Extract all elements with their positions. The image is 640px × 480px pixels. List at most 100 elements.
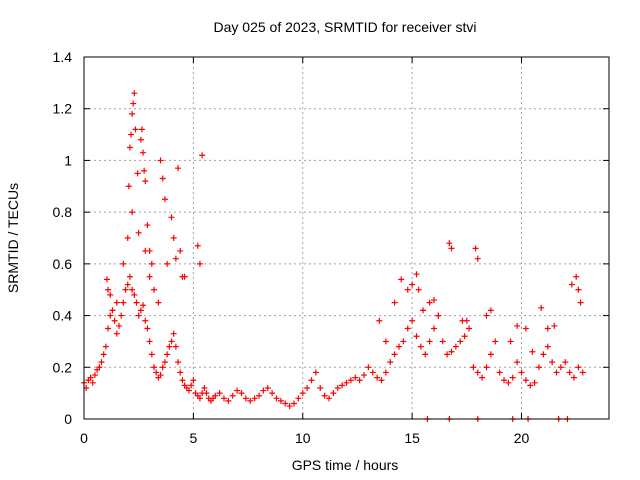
data-point (566, 369, 573, 376)
data-point (164, 260, 171, 267)
data-point (113, 299, 120, 306)
data-point (577, 299, 584, 306)
data-point (131, 90, 138, 97)
data-point (544, 343, 551, 350)
data-point (153, 369, 160, 376)
data-point (105, 286, 112, 293)
data-point (201, 384, 208, 391)
data-point (96, 364, 103, 371)
data-point (196, 260, 203, 267)
data-point (369, 369, 376, 376)
data-point (374, 374, 381, 381)
data-point (575, 364, 582, 371)
data-point (536, 364, 542, 371)
data-point (382, 369, 389, 376)
data-point (295, 395, 302, 402)
data-point (422, 351, 429, 358)
data-point (496, 369, 503, 376)
data-point (251, 395, 258, 402)
data-point (256, 392, 262, 399)
data-point (347, 377, 354, 384)
data-point (551, 322, 558, 329)
data-point (479, 374, 486, 381)
data-point (100, 351, 107, 358)
data-point (509, 374, 516, 381)
y-tick-label: 1.2 (53, 101, 73, 117)
data-point (175, 359, 182, 366)
data-point (466, 325, 472, 332)
data-point (102, 343, 109, 350)
data-point (470, 364, 477, 371)
data-point (118, 312, 125, 319)
data-point (242, 395, 249, 402)
data-point (573, 273, 580, 280)
data-point (527, 382, 534, 389)
data-point (91, 372, 98, 379)
data-point (148, 351, 155, 358)
data-point (177, 247, 184, 254)
data-point (131, 291, 138, 298)
data-point (361, 372, 367, 379)
data-point (299, 390, 306, 397)
y-tick-label: 0.6 (53, 256, 73, 272)
data-point (177, 369, 184, 376)
data-point (155, 299, 162, 306)
data-point (138, 126, 145, 133)
data-point (562, 359, 569, 366)
data-point (409, 281, 416, 288)
data-point (144, 325, 151, 332)
data-point (141, 167, 148, 174)
data-point (212, 392, 219, 399)
data-point (487, 351, 494, 358)
data-point (172, 255, 179, 262)
data-point (132, 126, 139, 133)
data-point (129, 286, 136, 293)
data-point (105, 325, 112, 332)
data-point (398, 276, 405, 283)
data-point (507, 338, 514, 345)
data-point (135, 229, 142, 236)
data-point (463, 317, 470, 324)
data-point (111, 317, 118, 324)
data-point (492, 338, 499, 345)
data-point (448, 348, 455, 355)
data-point (216, 390, 223, 397)
data-point (129, 209, 136, 216)
data-point (404, 286, 411, 293)
data-point (568, 281, 575, 288)
data-point (98, 359, 105, 366)
data-point (529, 348, 536, 355)
data-point (417, 343, 424, 350)
data-point (286, 403, 293, 410)
data-point (487, 307, 494, 314)
data-point (157, 157, 164, 164)
data-point (518, 369, 525, 376)
data-point (553, 369, 560, 376)
data-point (148, 260, 155, 267)
data-point (404, 325, 411, 332)
data-point (89, 379, 96, 386)
data-point (133, 299, 140, 306)
data-point (321, 392, 328, 399)
data-point (472, 245, 479, 252)
data-point (269, 390, 276, 397)
data-point (146, 338, 153, 345)
data-point (159, 175, 166, 182)
ticks: 0 0.2 0.4 0.6 0.8 1 1.2 1.4 0 5 10 15 20 (53, 49, 609, 446)
data-point (247, 397, 254, 404)
data-point (234, 387, 241, 394)
x-tick-label: 0 (80, 430, 88, 446)
data-point (326, 395, 332, 402)
data-point (426, 338, 433, 345)
data-point (308, 377, 315, 384)
y-axis-label: SRMTID / TECUs (5, 183, 21, 293)
data-point (444, 351, 451, 358)
y-tick-label: 0 (64, 411, 72, 427)
data-point (134, 170, 141, 177)
plot-frame (83, 56, 610, 420)
data-point (128, 131, 135, 138)
data-point (260, 387, 267, 394)
data-point (264, 384, 271, 391)
data-point (304, 384, 311, 391)
